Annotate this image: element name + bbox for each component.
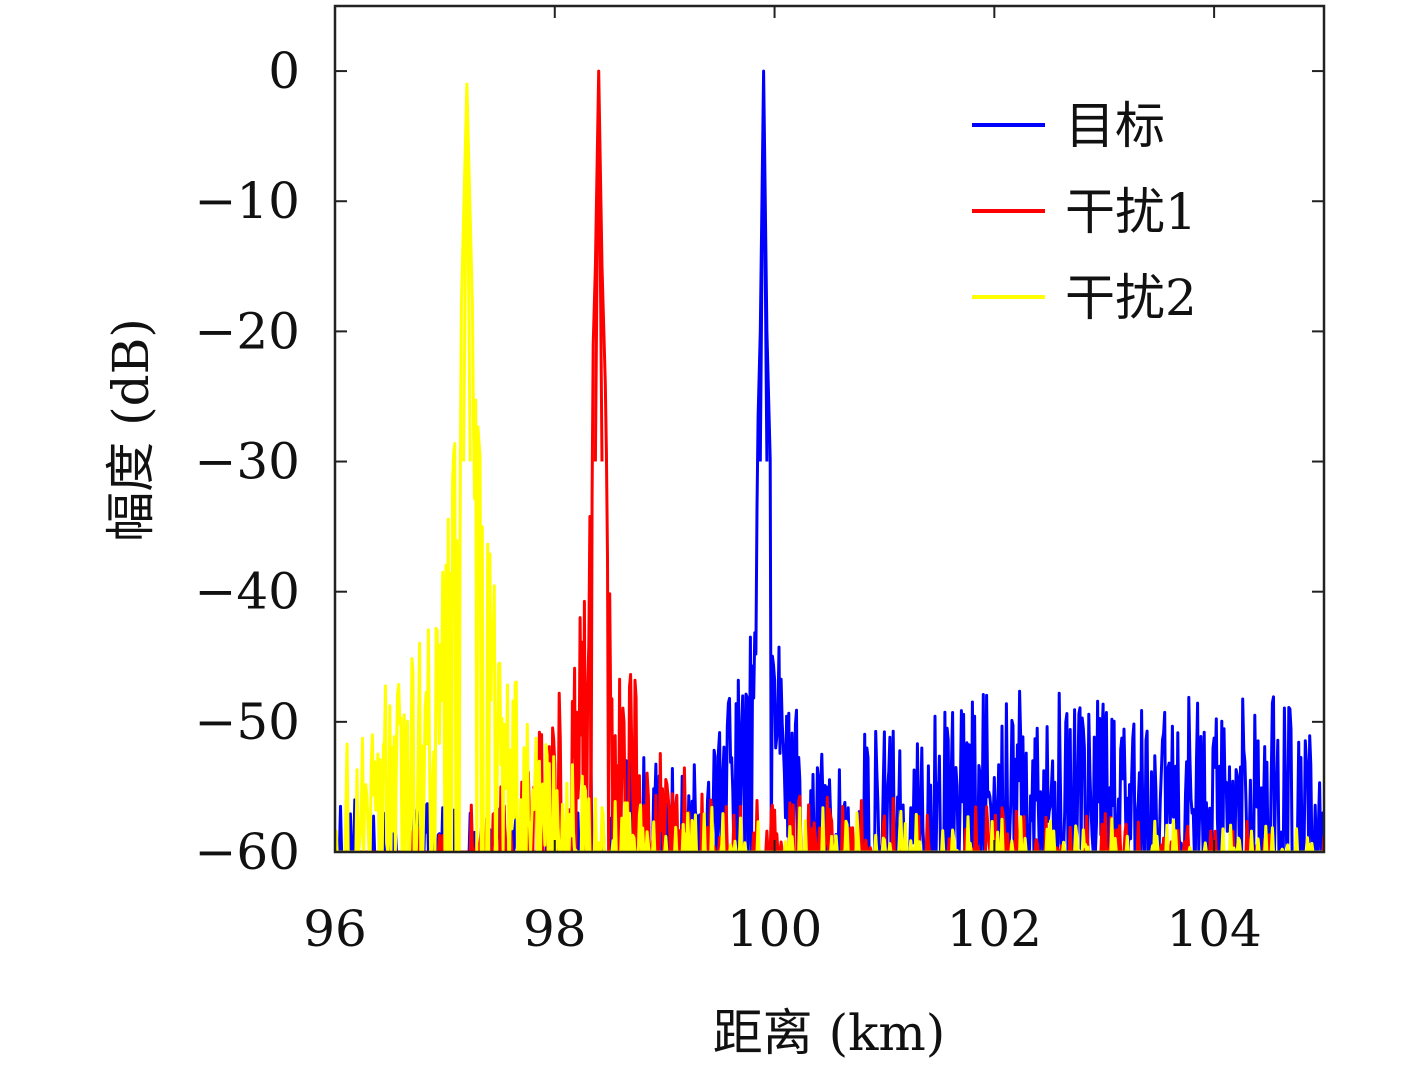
legend-label-jammer2: 干扰2 <box>1065 269 1197 327</box>
y-tick-label: −20 <box>194 302 300 360</box>
series-line-jammer1 <box>335 69 1324 852</box>
x-tick-label: 100 <box>727 900 822 958</box>
y-tick-label: −30 <box>194 433 300 491</box>
y-tick-label: 0 <box>268 42 300 100</box>
legend-label-jammer1: 干扰1 <box>1065 183 1197 241</box>
legend-label-target: 目标 <box>1065 97 1165 155</box>
tick-layer: 96 98 100 102 104 0 −10 −20 −30 −40 −50 −60 <box>194 6 1324 958</box>
x-axis-title: 距离 (km) <box>713 1004 946 1062</box>
legend: 目标 干扰1 干扰2 <box>972 97 1197 327</box>
y-tick-label: −60 <box>194 823 300 881</box>
series-line-jammer2 <box>335 82 1324 852</box>
y-axis-title: 幅度 (dB) <box>102 318 160 542</box>
y-tick-label: −40 <box>194 563 300 621</box>
series-layer <box>335 69 1324 852</box>
x-tick-label: 104 <box>1166 900 1261 958</box>
y-tick-label: −10 <box>194 172 300 230</box>
x-tick-label: 96 <box>303 900 367 958</box>
x-tick-label: 98 <box>523 900 587 958</box>
x-tick-label: 102 <box>947 900 1042 958</box>
y-tick-label: −50 <box>194 693 300 751</box>
plot-frame <box>333 4 1326 854</box>
